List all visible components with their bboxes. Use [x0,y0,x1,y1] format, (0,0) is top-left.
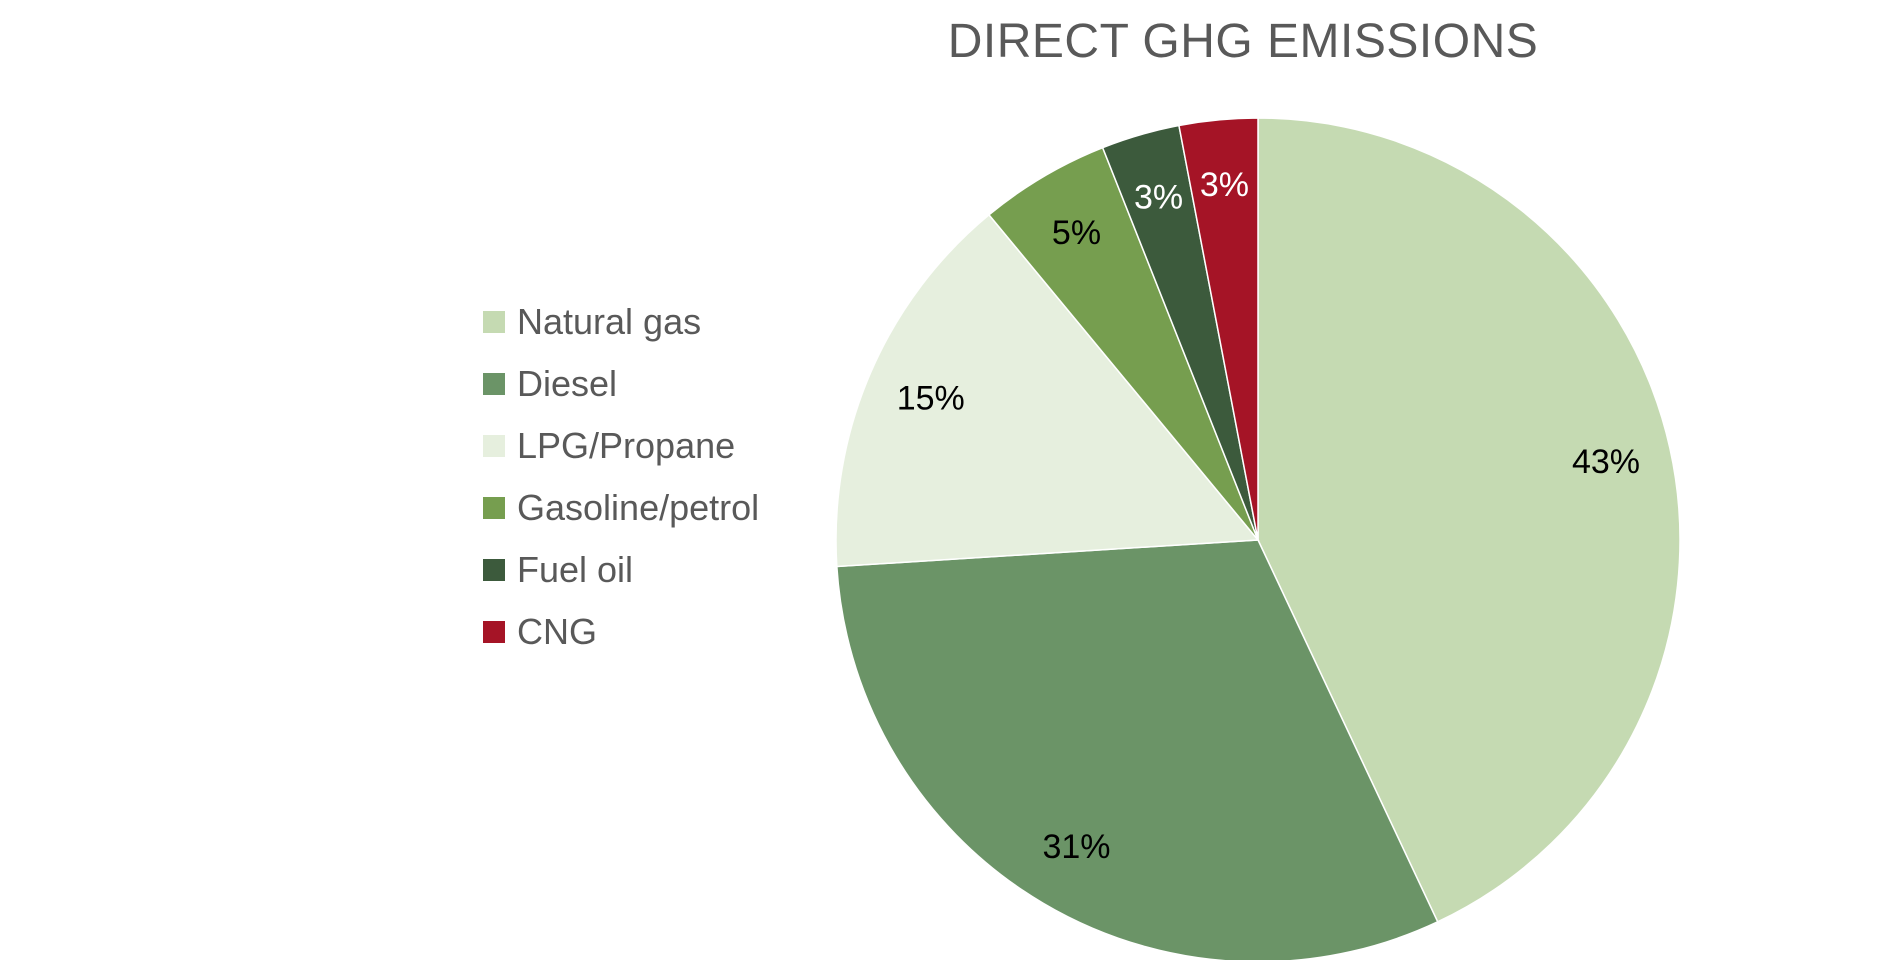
legend-item-natural-gas: Natural gas [483,291,759,353]
pie-slice-natural-gas [1257,117,1681,923]
legend-item-diesel: Diesel [483,353,759,415]
data-label-fuel-oil: 3% [1134,179,1183,217]
legend-swatch [483,435,505,457]
legend-label: Gasoline/petrol [517,487,760,528]
legend-label: Natural gas [517,301,702,342]
legend-swatch [483,559,505,581]
legend-label: CNG [517,611,597,652]
legend-label: LPG/Propane [517,425,736,466]
data-label-cng: 3% [1200,166,1249,204]
legend-item-fuel-oil: Fuel oil [483,539,759,601]
chart-title: DIRECT GHG EMISSIONS [947,15,1539,68]
legend-swatch [483,311,505,333]
legend-label: Fuel oil [517,549,634,590]
data-label-gasoline-petrol: 5% [1052,214,1101,252]
pie-slice-cng [1178,117,1259,541]
legend-item-lpg-propane: LPG/Propane [483,415,759,477]
legend-swatch [483,497,505,519]
legend-item-gasoline-petrol: Gasoline/petrol [483,477,759,539]
data-label-lpg-propane: 15% [897,379,965,417]
data-label-diesel: 31% [1042,828,1110,866]
legend-label: Diesel [517,363,618,404]
pie-slice-diesel [836,539,1439,960]
legend: Natural gas Diesel LPG/Propane Gasoline/… [483,291,759,663]
legend-swatch [483,621,505,643]
pie-slice-lpg-propane [835,213,1260,568]
legend-item-cng: CNG [483,601,759,663]
legend-swatch [483,373,505,395]
data-label-natural-gas: 43% [1572,443,1640,481]
